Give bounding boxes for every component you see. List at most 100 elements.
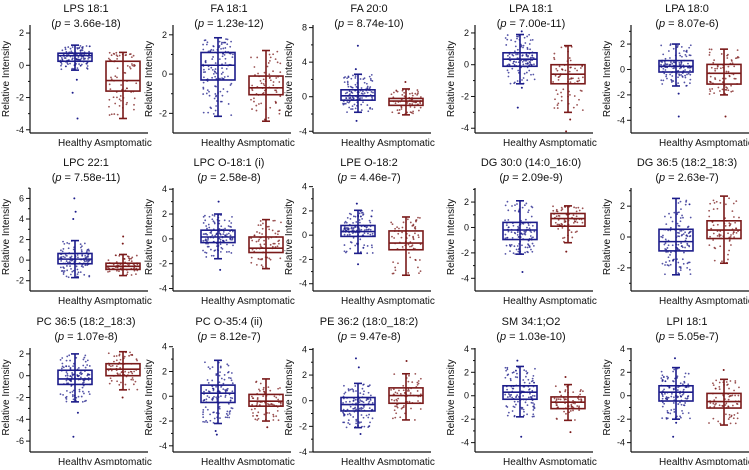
data-point [669,412,672,415]
data-point [221,41,223,44]
data-point [277,240,280,243]
outlier-point [356,44,359,47]
data-point [352,227,355,229]
data-point [350,77,353,80]
data-point [361,93,364,95]
data-point [685,50,688,53]
data-point [346,81,349,84]
data-point [252,412,254,414]
y-tick-label: -2 [159,259,167,269]
data-point [660,79,663,82]
outlier-point [569,431,572,434]
data-point [719,245,722,248]
data-point [410,98,413,101]
data-point [130,353,132,356]
data-point [417,266,419,269]
data-point [70,259,73,262]
data-point [259,224,262,227]
y-axis-label: Relative Intensity [1,199,12,275]
data-point [251,108,253,110]
data-point [685,85,688,87]
data-point [131,372,134,375]
data-point [579,67,582,69]
data-point [271,229,274,232]
data-point [572,409,574,412]
data-point [371,252,374,254]
data-point [668,212,670,215]
data-point [250,408,253,411]
p-value-label: (p = 7.58e-11) [52,172,121,184]
data-point [255,380,258,383]
data-point [661,262,664,265]
x-category-label: Asmptomatic [539,296,597,307]
data-point [202,81,205,84]
data-point [83,356,86,359]
data-point [219,250,222,253]
data-point [708,48,711,51]
data-point [684,246,686,249]
data-point [207,239,209,241]
data-point [510,243,513,246]
data-point [666,375,668,378]
data-point [131,64,134,67]
data-point [360,421,362,424]
data-point [733,65,736,68]
data-point [272,415,275,418]
data-point [225,67,228,70]
outlier-point [355,202,358,205]
data-point [725,70,728,73]
data-point [257,240,260,242]
data-point [213,97,216,100]
data-point [727,232,729,235]
data-point [734,422,737,425]
outlier-point [215,433,218,436]
data-point [369,399,372,401]
data-point [226,43,229,46]
data-point [527,224,530,227]
data-point [359,399,361,401]
data-point [354,107,357,110]
data-point [555,67,558,70]
data-point [208,90,210,93]
data-point [570,403,573,406]
data-point [68,242,71,245]
data-point [665,261,667,264]
data-point [202,420,205,423]
data-point [227,232,230,235]
data-point [393,409,396,412]
data-point [65,65,67,68]
outlier-point [357,366,360,369]
data-point [108,114,111,116]
data-point [662,376,665,379]
data-point [215,385,218,388]
data-point [731,404,734,407]
data-point [218,374,221,377]
data-point [269,258,272,261]
data-point [660,235,663,238]
data-point [512,387,515,390]
data-point [212,397,214,399]
data-point [346,77,349,79]
y-axis-label: Relative Intensity [284,41,295,117]
p-open: ( [655,331,659,343]
data-point [227,364,230,367]
data-point [350,213,352,216]
data-point [718,404,721,407]
p-close: ) [117,172,121,184]
outlier-point [565,130,568,133]
p-close: ) [257,172,261,184]
data-point [349,388,352,391]
panel-13: SM 34:1;O2(p = 1.03e-10)-4-2024Relative … [446,316,597,468]
data-point [680,403,683,406]
data-point [277,230,279,233]
data-point [107,57,110,60]
data-point [347,422,350,424]
data-point [279,401,282,404]
data-point [507,230,510,233]
data-point [81,390,84,393]
data-point [561,68,563,70]
data-point [729,380,732,382]
data-point [677,386,680,389]
p-equals: = [506,18,519,30]
